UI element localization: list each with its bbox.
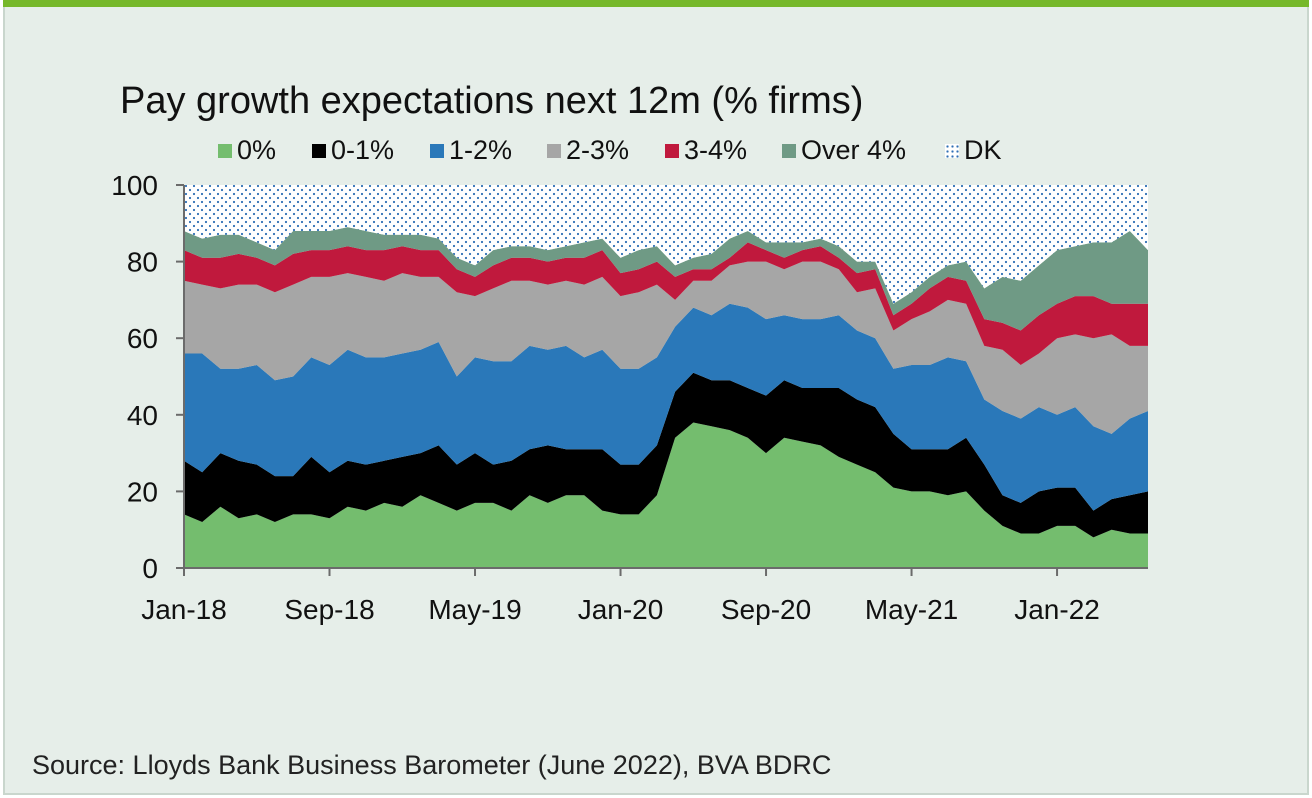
- legend-item-3-4pct: 3-4%: [665, 135, 747, 166]
- legend-swatch-1-2pct: [430, 143, 444, 158]
- x-tick-label: Jan-18: [141, 594, 227, 625]
- y-tick-label: 20: [127, 476, 158, 507]
- legend-swatch-over-4pct: [782, 143, 796, 158]
- area-layers: [184, 185, 1148, 568]
- legend-label-over-4pct: Over 4%: [801, 135, 907, 165]
- legend-label-3-4pct: 3-4%: [684, 135, 748, 165]
- legend-swatch-0pct: [218, 143, 232, 158]
- legend-item-0pct: 0%: [218, 135, 276, 166]
- legend-item-1-2pct: 1-2%: [430, 135, 512, 166]
- legend-label-1-2pct: 1-2%: [449, 135, 513, 165]
- legend-label-dk: DK: [964, 135, 1002, 165]
- top-accent-bar: [3, 0, 1309, 7]
- legend-item-over-4pct: Over 4%: [782, 135, 906, 166]
- y-tick-label: 80: [127, 247, 158, 278]
- x-tick-label: Jan-20: [578, 594, 664, 625]
- legend-label-0pct: 0%: [237, 135, 277, 165]
- x-tick-label: Jan-22: [1014, 594, 1100, 625]
- area-series-2: [184, 303, 1148, 511]
- axes: 0 20 40 60 80 100 Jan-18 Sep-18 May-19 Jan-20 Sep-…: [111, 170, 1148, 625]
- legend-swatch-dk: [945, 143, 959, 158]
- area-series-3: [184, 261, 1148, 434]
- y-tick-label: 40: [127, 400, 158, 431]
- legend-item-dk: DK: [945, 135, 1002, 166]
- x-tick-label: May-19: [428, 594, 521, 625]
- chart-title: Pay growth expectations next 12m (% firm…: [120, 80, 864, 122]
- area-series-0: [184, 422, 1148, 568]
- chart-legend: 0% 0-1% 1-2% 2-3% 3-4% Over 4% DK: [0, 135, 1312, 171]
- area-series-1: [184, 372, 1148, 538]
- legend-swatch-3-4pct: [665, 143, 679, 158]
- area-series-5: [184, 227, 1148, 331]
- y-tick-label: 0: [142, 553, 158, 584]
- legend-item-2-3pct: 2-3%: [547, 135, 629, 166]
- x-tick-label: May-21: [865, 594, 958, 625]
- legend-label-2-3pct: 2-3%: [566, 135, 630, 165]
- area-series-4: [184, 242, 1148, 365]
- legend-item-0-1pct: 0-1%: [312, 135, 394, 166]
- legend-label-0-1pct: 0-1%: [331, 135, 395, 165]
- legend-swatch-0-1pct: [312, 143, 326, 158]
- x-tick-label: Sep-20: [721, 594, 811, 625]
- y-tick-label: 60: [127, 323, 158, 354]
- x-tick-label: Sep-18: [284, 594, 374, 625]
- legend-swatch-2-3pct: [547, 143, 561, 158]
- source-note: Source: Lloyds Bank Business Barometer (…: [32, 750, 832, 780]
- area-series-6: [184, 185, 1148, 304]
- y-tick-label: 100: [111, 170, 158, 201]
